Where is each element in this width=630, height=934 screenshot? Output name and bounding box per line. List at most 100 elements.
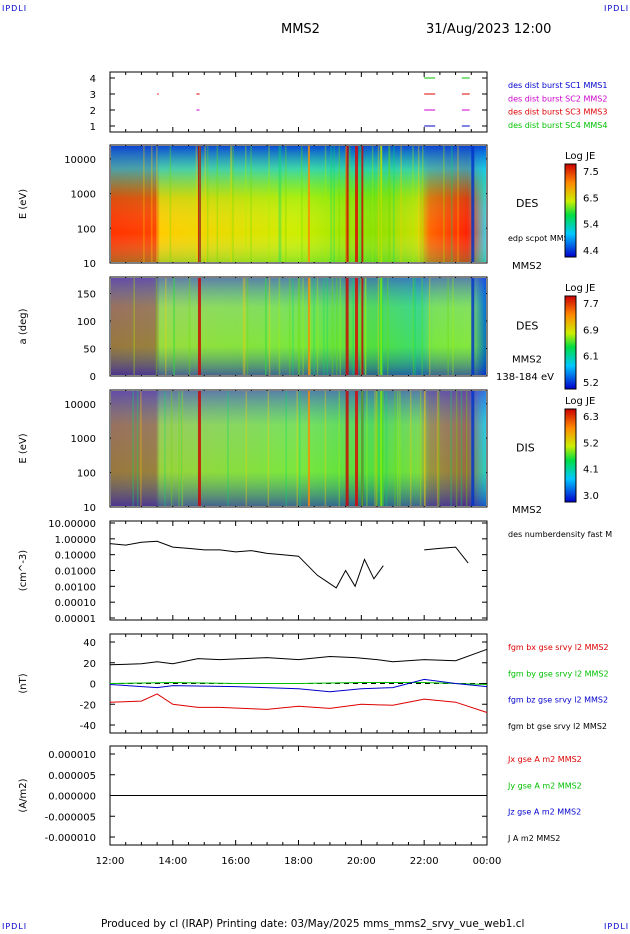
heatmap-stripe (457, 146, 459, 262)
heatmap-stripe (412, 278, 415, 375)
heatmap-stripe (360, 278, 362, 375)
spacecraft-label: MMS2 (512, 505, 542, 516)
y-tick-label: -20 (80, 700, 96, 711)
spacecraft-label: MMS2 (512, 355, 542, 366)
y-tick-label: 0.000000 (48, 792, 96, 803)
heatmap-stripe (381, 278, 384, 375)
heatmap-stripe (377, 278, 380, 375)
heatmap-stripe (352, 278, 354, 375)
heatmap-stripe (364, 278, 367, 375)
heatmap-stripe (133, 278, 135, 375)
heatmap-stripe (465, 391, 468, 506)
heatmap-stripe (428, 278, 431, 375)
heatmap-stripe (412, 146, 414, 262)
y-tick-label: 20 (83, 659, 96, 670)
footer-credits: Produced by cl (IRAP) Printing date: 03/… (101, 918, 525, 930)
heatmap-stripe (181, 391, 183, 506)
heatmap-stripe (388, 146, 391, 262)
heatmap-stripe (345, 278, 349, 375)
time-tick-label: 12:00 (96, 856, 125, 867)
heatmap-stripe (345, 146, 347, 262)
y-tick-label: 10 (83, 503, 96, 514)
heatmap-stripe (268, 278, 271, 375)
heatmap-stripe (278, 146, 281, 262)
heatmap-stripe (394, 391, 396, 506)
heatmap-stripe (197, 146, 201, 262)
heatmap-stripe (285, 391, 287, 506)
heatmap-stripe (361, 391, 363, 506)
heatmap-stripe (366, 391, 368, 506)
heatmap-stripe (374, 391, 376, 506)
y-tick-label: 1.00000 (55, 535, 96, 546)
heatmap-stripe (333, 146, 335, 262)
colorbar-tick-label: 3.0 (583, 491, 599, 502)
heatmap-stripe (396, 391, 399, 506)
y-axis-label: E (eV) (18, 189, 29, 219)
heatmap-stripe (385, 391, 388, 506)
heatmap-stripe (173, 278, 175, 375)
heatmap-stripe (232, 146, 234, 262)
y-tick-label: -0.000005 (45, 812, 96, 823)
instrument-label: DES (516, 320, 538, 333)
heatmap-stripe (438, 391, 440, 506)
heatmap-stripe (173, 278, 175, 375)
time-tick-label: 14:00 (158, 856, 187, 867)
heatmap-stripe (216, 146, 219, 262)
y-tick-label: 0.01000 (55, 567, 96, 578)
colorbar-tick-label: 5.2 (583, 438, 599, 449)
colorbar-tick-label: 7.7 (583, 299, 599, 310)
heatmap-stripe (364, 278, 367, 375)
heatmap-stripe (381, 391, 384, 506)
heatmap-stripe (199, 146, 201, 262)
legend-entry: J A m2 MMS2 (507, 834, 560, 843)
colorbar (564, 295, 577, 390)
heatmap-stripe (267, 391, 270, 506)
y-tick-label: 10.00000 (48, 519, 96, 530)
time-tick-label: 18:00 (284, 856, 313, 867)
heatmap-stripe (136, 391, 139, 506)
legend-entry: fgm bt gse srvy l2 MMS2 (508, 722, 607, 731)
colorbar-title: Log JE (565, 283, 595, 294)
heatmap-stripe (355, 278, 359, 375)
time-tick-label: 16:00 (221, 856, 250, 867)
heatmap-stripe (265, 278, 267, 375)
y-tick-label: -0.000010 (45, 833, 96, 844)
heatmap-stripe (298, 278, 301, 375)
y-axis-label: E (eV) (18, 433, 29, 463)
heatmap-stripe (375, 391, 378, 506)
heatmap-des-pitch-overlay (111, 278, 486, 375)
heatmap-stripe (423, 391, 426, 506)
y-tick-label: 2 (90, 106, 96, 117)
corner-label-bl: IPDLI (2, 922, 28, 931)
y-tick-label: 1 (90, 122, 96, 133)
overlay-label: edp scpot MMS2 (508, 234, 574, 243)
colorbar (564, 408, 577, 503)
y-tick-label: 1000 (71, 190, 96, 201)
heatmap-stripe (245, 391, 248, 506)
colorbar-title: Log JE (565, 396, 595, 407)
heatmap-stripe (265, 278, 267, 375)
heatmap-stripe (307, 391, 310, 506)
heatmap-stripe (181, 391, 184, 506)
heatmap-stripe (376, 391, 378, 506)
heatmap-stripe (361, 391, 363, 506)
heatmap-des-energy-overlay (111, 146, 486, 262)
heatmap-stripe (421, 278, 423, 375)
heatmap-stripe (450, 391, 452, 506)
heatmap-stripe (244, 278, 246, 375)
spacecraft-label: MMS2 (512, 261, 542, 272)
corner-label-tr: IPDLI (604, 4, 630, 13)
heatmap-stripe (371, 146, 374, 262)
heatmap-stripe (339, 278, 342, 375)
density-series-line (109, 540, 469, 589)
heatmap-stripe (307, 146, 310, 262)
heatmap-stripe (132, 391, 134, 506)
heatmap-stripe (323, 278, 325, 375)
magnetic-series-line (109, 693, 488, 713)
heatmap-stripe (349, 146, 351, 262)
heatmap-stripe (227, 391, 229, 506)
colorbar-tick-label: 7.5 (583, 167, 599, 178)
heatmap-stripe (324, 391, 327, 506)
magnetic-series-line (109, 681, 488, 685)
